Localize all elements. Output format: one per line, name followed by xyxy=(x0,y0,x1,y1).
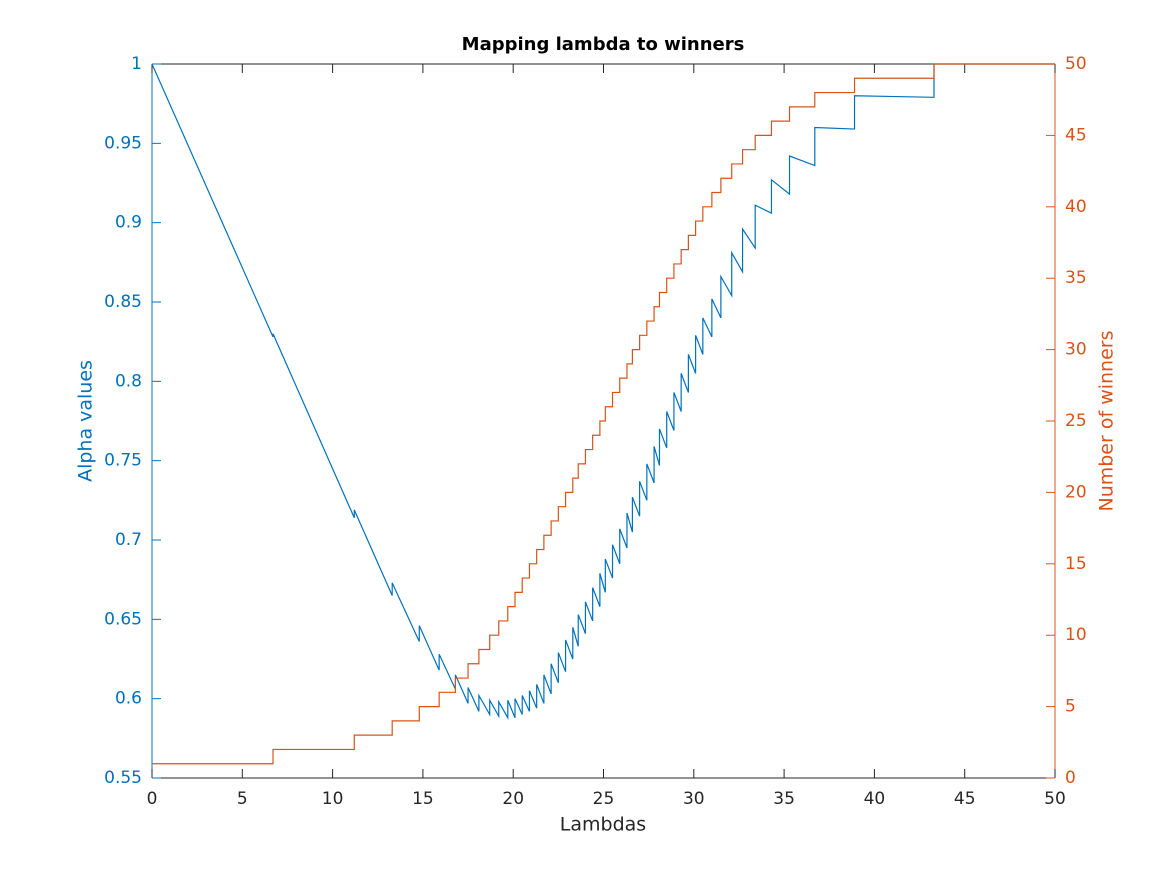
y-tick-label: 0.9 xyxy=(115,213,142,233)
y-tick-label: 1 xyxy=(131,54,142,74)
y2-tick-label: 50 xyxy=(1065,54,1087,74)
x-tick-label: 10 xyxy=(322,789,344,809)
y-tick-label: 0.6 xyxy=(115,689,142,709)
x-tick-label: 20 xyxy=(502,789,524,809)
x-tick-label: 30 xyxy=(683,789,705,809)
y-tick-label: 0.55 xyxy=(104,768,142,788)
y2-tick-label: 40 xyxy=(1065,197,1087,217)
y2-tick-label: 10 xyxy=(1065,625,1087,645)
y2-tick-label: 0 xyxy=(1065,768,1076,788)
y-tick-label: 0.65 xyxy=(104,609,142,629)
y-tick-label: 0.95 xyxy=(104,133,142,153)
y2-axis-label: Number of winners xyxy=(1096,330,1118,511)
x-tick-label: 50 xyxy=(1044,789,1066,809)
y-tick-label: 0.8 xyxy=(115,371,142,391)
y2-tick-label: 20 xyxy=(1065,482,1087,502)
x-axis-label: Lambdas xyxy=(560,814,646,836)
y2-tick-label: 30 xyxy=(1065,340,1087,360)
y-tick-label: 0.7 xyxy=(115,530,142,550)
x-tick-label: 35 xyxy=(773,789,795,809)
data-line xyxy=(151,63,1055,720)
y2-tick-label: 5 xyxy=(1065,697,1076,717)
x-tick-label: 5 xyxy=(237,789,248,809)
y2-tick-label: 45 xyxy=(1065,125,1087,145)
y2-tick-label: 25 xyxy=(1065,411,1087,431)
x-tick-label: 0 xyxy=(147,789,158,809)
y2-tick-label: 15 xyxy=(1065,554,1087,574)
y-tick-label: 0.85 xyxy=(104,292,142,312)
x-tick-label: 40 xyxy=(864,789,886,809)
y-tick-label: 0.75 xyxy=(104,451,142,471)
x-tick-label: 15 xyxy=(412,789,434,809)
y-axis-label: Alpha values xyxy=(75,360,97,482)
y2-tick-label: 35 xyxy=(1065,268,1087,288)
x-tick-label: 45 xyxy=(954,789,976,809)
chart-title: Mapping lambda to winners xyxy=(462,34,745,55)
data-line xyxy=(152,63,1055,765)
x-tick-label: 25 xyxy=(593,789,615,809)
